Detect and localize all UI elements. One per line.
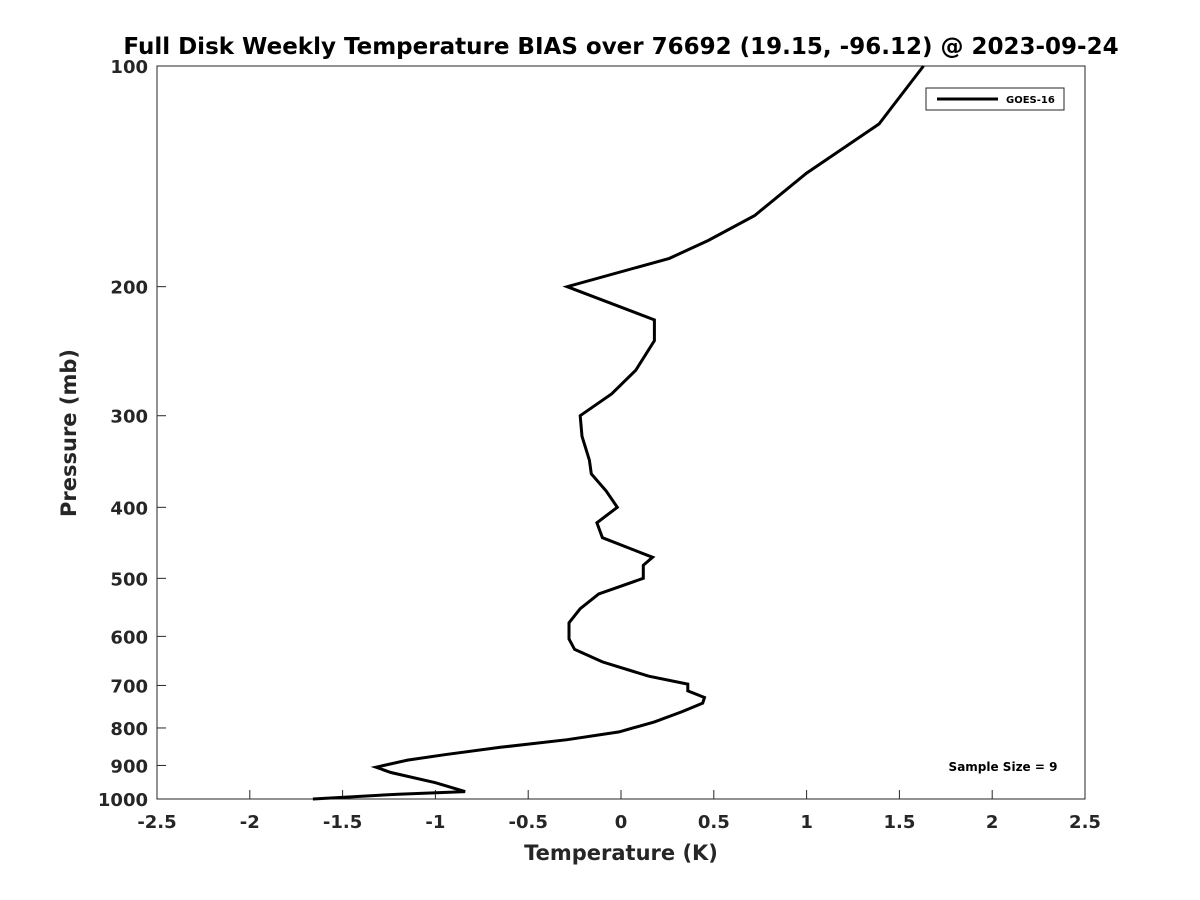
y-tick-label: 500 bbox=[110, 569, 148, 590]
x-tick-label: -1 bbox=[425, 812, 445, 833]
legend-entry-goes-16: GOES-16 bbox=[1006, 95, 1055, 106]
x-axis: -2.5 -2 -1.5 -1 -0.5 0 0.5 1 1.5 2 2.5 bbox=[137, 790, 1101, 833]
x-tick-label: 2.5 bbox=[1069, 812, 1101, 833]
series-line-goes-16 bbox=[312, 65, 925, 801]
y-tick-label: 700 bbox=[110, 676, 148, 697]
x-tick-label: -1.5 bbox=[323, 812, 362, 833]
y-tick-label: 600 bbox=[110, 627, 148, 648]
legend: GOES-16 bbox=[925, 87, 1065, 111]
x-tick-label: -2.5 bbox=[137, 812, 176, 833]
x-tick-label: 1 bbox=[800, 812, 813, 833]
sample-size-annotation: Sample Size = 9 bbox=[949, 760, 1058, 774]
y-axis: 100 200 300 400 500 600 700 800 900 1000 bbox=[98, 57, 166, 811]
y-tick-label: 900 bbox=[110, 756, 148, 777]
chart-title: Full Disk Weekly Temperature BIAS over 7… bbox=[123, 34, 1118, 60]
y-tick-label: 200 bbox=[110, 278, 148, 299]
y-tick-label: 400 bbox=[110, 498, 148, 519]
x-tick-label: 2 bbox=[986, 812, 999, 833]
y-tick-label: 800 bbox=[110, 719, 148, 740]
x-tick-label: -0.5 bbox=[509, 812, 548, 833]
x-tick-label: 0 bbox=[615, 812, 628, 833]
y-tick-label: 1000 bbox=[98, 790, 148, 811]
plot-area bbox=[156, 65, 1086, 800]
x-tick-label: 1.5 bbox=[883, 812, 915, 833]
y-axis-label: Pressure (mb) bbox=[57, 349, 81, 517]
x-tick-label: 0.5 bbox=[698, 812, 730, 833]
y-tick-label: 300 bbox=[110, 407, 148, 428]
y-tick-label: 100 bbox=[110, 57, 148, 78]
x-axis-label: Temperature (K) bbox=[524, 841, 718, 865]
x-tick-label: -2 bbox=[240, 812, 260, 833]
